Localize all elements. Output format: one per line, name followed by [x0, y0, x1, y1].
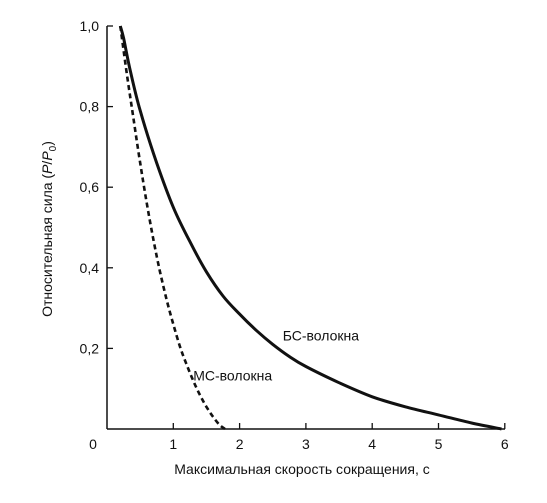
x-tick-label: 0 [89, 436, 97, 452]
y-tick-label: 1,0 [80, 18, 100, 34]
y-axis-title-var: P [39, 164, 55, 174]
x-tick-label: 6 [501, 436, 509, 452]
y-axis-title-close: ) [39, 141, 55, 146]
y-tick-label: 0,4 [80, 260, 100, 276]
y-axis-title-slash: / [39, 161, 55, 165]
y-axis-title-var-zero: P [39, 151, 55, 161]
series-line-ms [119, 25, 226, 431]
series-label-ms: МС-волокна [193, 368, 272, 384]
series-line-bs [118, 25, 502, 431]
series-label-bs: БС-волокна [283, 327, 360, 343]
y-ticks: 0,2 0,4 0,6 0,8 1,0 [80, 18, 113, 356]
y-tick-label: 0,2 [80, 340, 100, 356]
y-axis-title-subscript: 0 [48, 145, 59, 151]
axes [106, 26, 505, 430]
x-tick-label: 5 [435, 436, 443, 452]
x-tick-label: 2 [236, 436, 244, 452]
y-tick-label: 0,8 [80, 99, 100, 115]
x-ticks: 0 1 2 3 4 5 6 [89, 423, 509, 452]
x-tick-label: 3 [302, 436, 310, 452]
x-axis-title: Максимальная скорость сокращения, с [174, 461, 430, 477]
x-tick-label: 1 [169, 436, 177, 452]
y-axis-title: Относительная сила (P/P0) [39, 141, 59, 317]
y-axis-title-text: Относительная сила ( [39, 174, 55, 317]
series-layer: БС-волокна МС-волокна [118, 25, 502, 431]
x-tick-label: 4 [368, 436, 376, 452]
y-tick-label: 0,6 [80, 179, 100, 195]
